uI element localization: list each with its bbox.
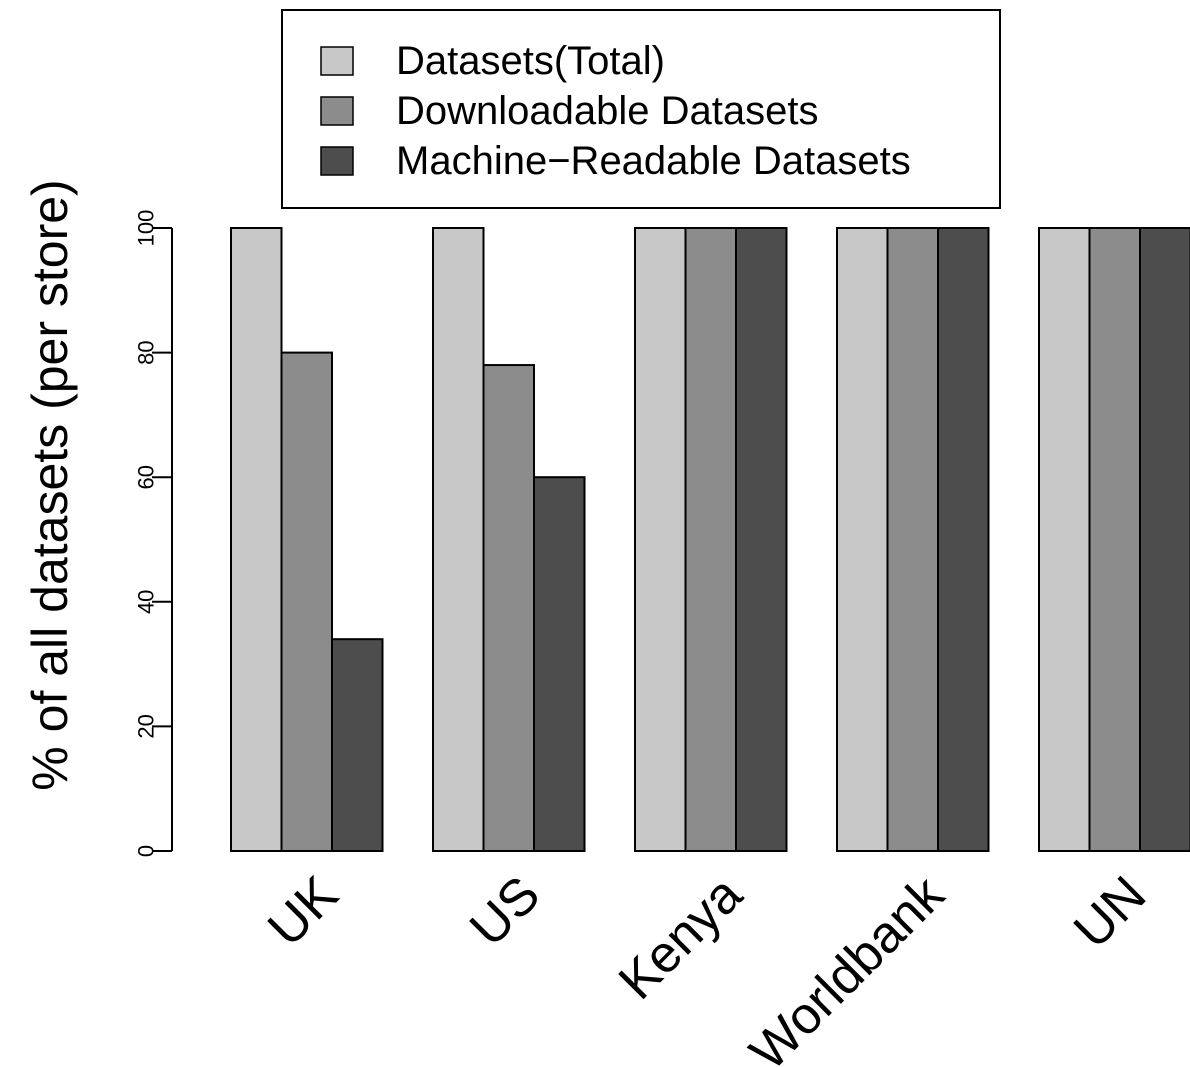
y-tick-label: 60 — [134, 465, 159, 489]
bar-group-uk — [230, 227, 384, 852]
bar — [886, 227, 939, 852]
bars — [230, 227, 1190, 852]
bar-group-us — [432, 227, 586, 852]
x-tick-label: UN — [1063, 865, 1157, 959]
legend-swatch — [320, 146, 354, 176]
y-tick-label: 100 — [134, 210, 159, 247]
bar — [432, 227, 485, 852]
legend-swatch — [320, 46, 354, 76]
legend-label: Machine−Readable Datasets — [396, 139, 911, 183]
x-tick-label: US — [459, 865, 551, 957]
y-tick-label: 40 — [134, 590, 159, 614]
bar-group-un — [1038, 227, 1190, 852]
y-tick-label: 20 — [134, 714, 159, 738]
bar — [735, 227, 788, 852]
bar — [1088, 227, 1141, 852]
bar — [331, 638, 384, 852]
bar — [482, 364, 535, 852]
bar-group-kenya — [634, 227, 788, 852]
x-tick-label: UK — [257, 865, 349, 957]
bar-group-worldbank — [836, 227, 990, 852]
legend-box — [281, 9, 1001, 209]
bar — [634, 227, 687, 852]
y-tick-label: 0 — [134, 845, 159, 857]
bar — [937, 227, 990, 852]
y-axis-title: % of all datasets (per store) — [22, 179, 78, 790]
legend-label: Downloadable Datasets — [396, 89, 818, 133]
bar — [1038, 227, 1091, 852]
x-tick-label: Worldbank — [739, 865, 956, 1067]
y-tick-label: 80 — [134, 340, 159, 364]
bar — [533, 476, 586, 852]
legend: Datasets(Total) Downloadable Datasets Mach… — [281, 9, 1001, 209]
bar — [836, 227, 889, 852]
y-axis: 0 20 40 60 80 100 — [134, 210, 173, 857]
bar — [1139, 227, 1190, 852]
legend-label: Datasets(Total) — [396, 39, 665, 83]
x-tick-label: Kenya — [608, 865, 753, 1010]
bar — [684, 227, 737, 852]
bar — [230, 227, 283, 852]
bar — [280, 351, 333, 852]
legend-swatch — [320, 96, 354, 126]
